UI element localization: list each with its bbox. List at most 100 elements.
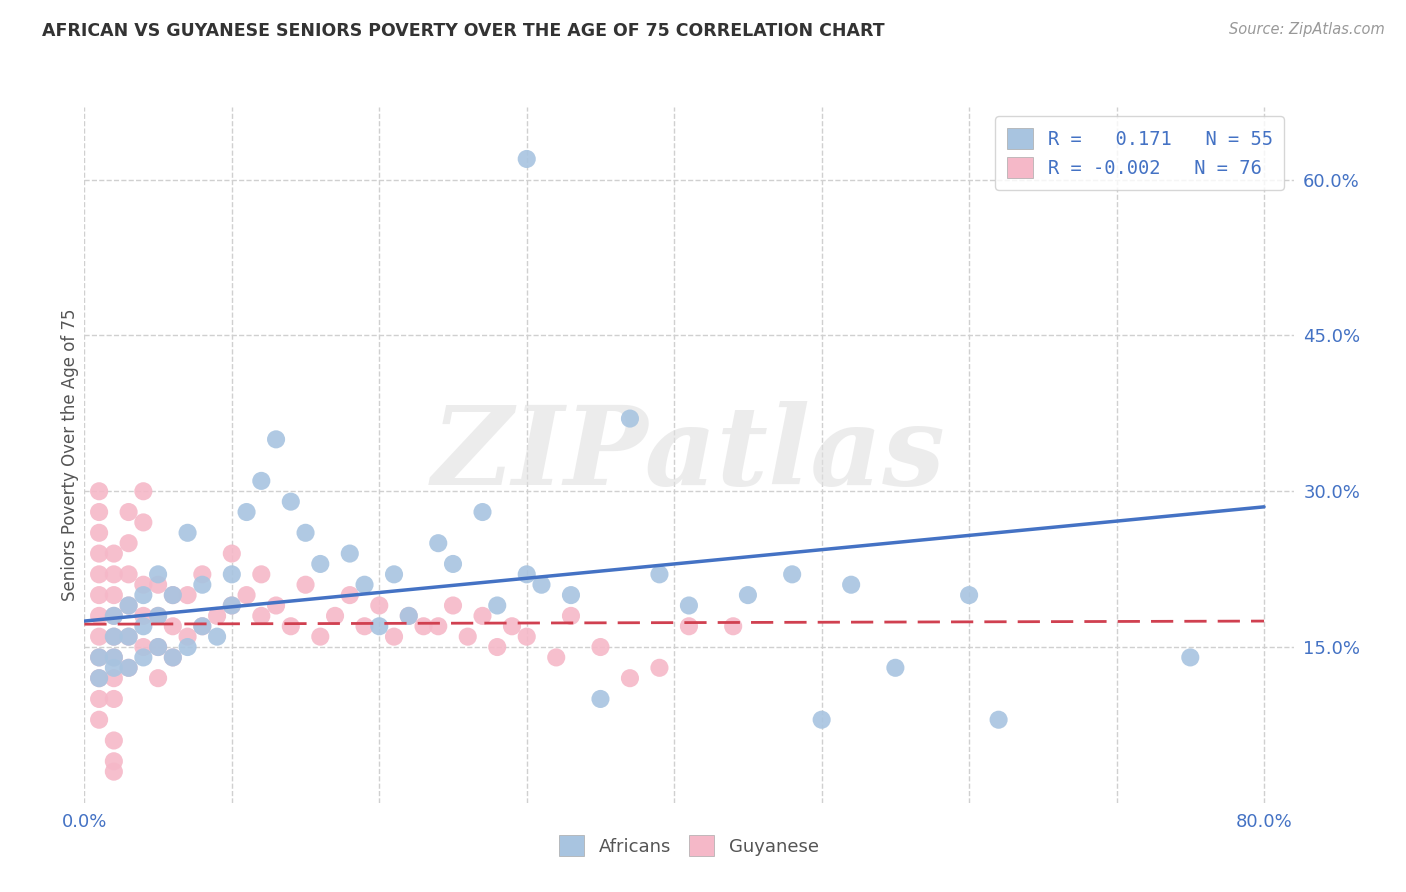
Point	[87, 567, 110, 582]
Point	[146, 567, 169, 582]
Point	[441, 557, 464, 571]
Point	[162, 588, 184, 602]
Point	[221, 567, 243, 582]
Point	[294, 525, 316, 540]
Point	[457, 630, 479, 644]
Point	[87, 630, 110, 644]
Point	[87, 588, 110, 602]
Point	[368, 619, 391, 633]
Point	[117, 630, 139, 644]
Point	[353, 578, 375, 592]
Point	[103, 588, 125, 602]
Point	[546, 650, 568, 665]
Point	[339, 588, 361, 602]
Point	[117, 567, 139, 582]
Point	[87, 650, 110, 665]
Point	[132, 608, 155, 623]
Point	[516, 630, 538, 644]
Point	[353, 619, 375, 633]
Point	[87, 484, 110, 499]
Point	[205, 630, 228, 644]
Point	[132, 619, 155, 633]
Point	[103, 630, 125, 644]
Point	[103, 608, 125, 623]
Point	[235, 505, 257, 519]
Point	[501, 619, 523, 633]
Point	[117, 505, 139, 519]
Point	[264, 599, 287, 613]
Point	[162, 619, 184, 633]
Point	[117, 630, 139, 644]
Point	[323, 608, 346, 623]
Point	[471, 505, 494, 519]
Point	[132, 588, 155, 602]
Point	[162, 588, 184, 602]
Point	[146, 608, 169, 623]
Point	[530, 578, 553, 592]
Point	[589, 640, 612, 654]
Point	[191, 567, 214, 582]
Point	[176, 525, 198, 540]
Point	[486, 640, 509, 654]
Point	[221, 599, 243, 613]
Point	[280, 619, 302, 633]
Point	[132, 640, 155, 654]
Point	[619, 411, 641, 425]
Point	[486, 599, 509, 613]
Point	[103, 547, 125, 561]
Point	[162, 650, 184, 665]
Point	[427, 536, 450, 550]
Point	[721, 619, 744, 633]
Point	[103, 733, 125, 747]
Point	[87, 608, 110, 623]
Point	[560, 588, 582, 602]
Point	[382, 567, 405, 582]
Point	[678, 599, 700, 613]
Point	[146, 578, 169, 592]
Point	[103, 764, 125, 779]
Point	[146, 640, 169, 654]
Point	[176, 640, 198, 654]
Point	[117, 661, 139, 675]
Point	[589, 692, 612, 706]
Point	[309, 557, 332, 571]
Text: ZIPatlas: ZIPatlas	[432, 401, 946, 508]
Point	[309, 630, 332, 644]
Point	[87, 505, 110, 519]
Point	[516, 152, 538, 166]
Legend: Africans, Guyanese: Africans, Guyanese	[551, 828, 827, 863]
Point	[87, 692, 110, 706]
Point	[648, 567, 671, 582]
Point	[368, 599, 391, 613]
Point	[427, 619, 450, 633]
Point	[132, 484, 155, 499]
Point	[264, 433, 287, 447]
Point	[250, 608, 273, 623]
Point	[221, 599, 243, 613]
Point	[103, 650, 125, 665]
Point	[87, 650, 110, 665]
Y-axis label: Seniors Poverty Over the Age of 75: Seniors Poverty Over the Age of 75	[62, 309, 80, 601]
Point	[280, 494, 302, 508]
Point	[398, 608, 420, 623]
Point	[146, 640, 169, 654]
Point	[103, 671, 125, 685]
Point	[987, 713, 1010, 727]
Point	[103, 754, 125, 768]
Point	[191, 619, 214, 633]
Point	[205, 608, 228, 623]
Point	[780, 567, 803, 582]
Point	[398, 608, 420, 623]
Point	[146, 671, 169, 685]
Point	[87, 547, 110, 561]
Point	[132, 516, 155, 530]
Point	[810, 713, 832, 727]
Point	[957, 588, 980, 602]
Point	[191, 619, 214, 633]
Point	[1180, 650, 1202, 665]
Point	[117, 599, 139, 613]
Point	[87, 671, 110, 685]
Point	[146, 608, 169, 623]
Point	[471, 608, 494, 623]
Point	[132, 578, 155, 592]
